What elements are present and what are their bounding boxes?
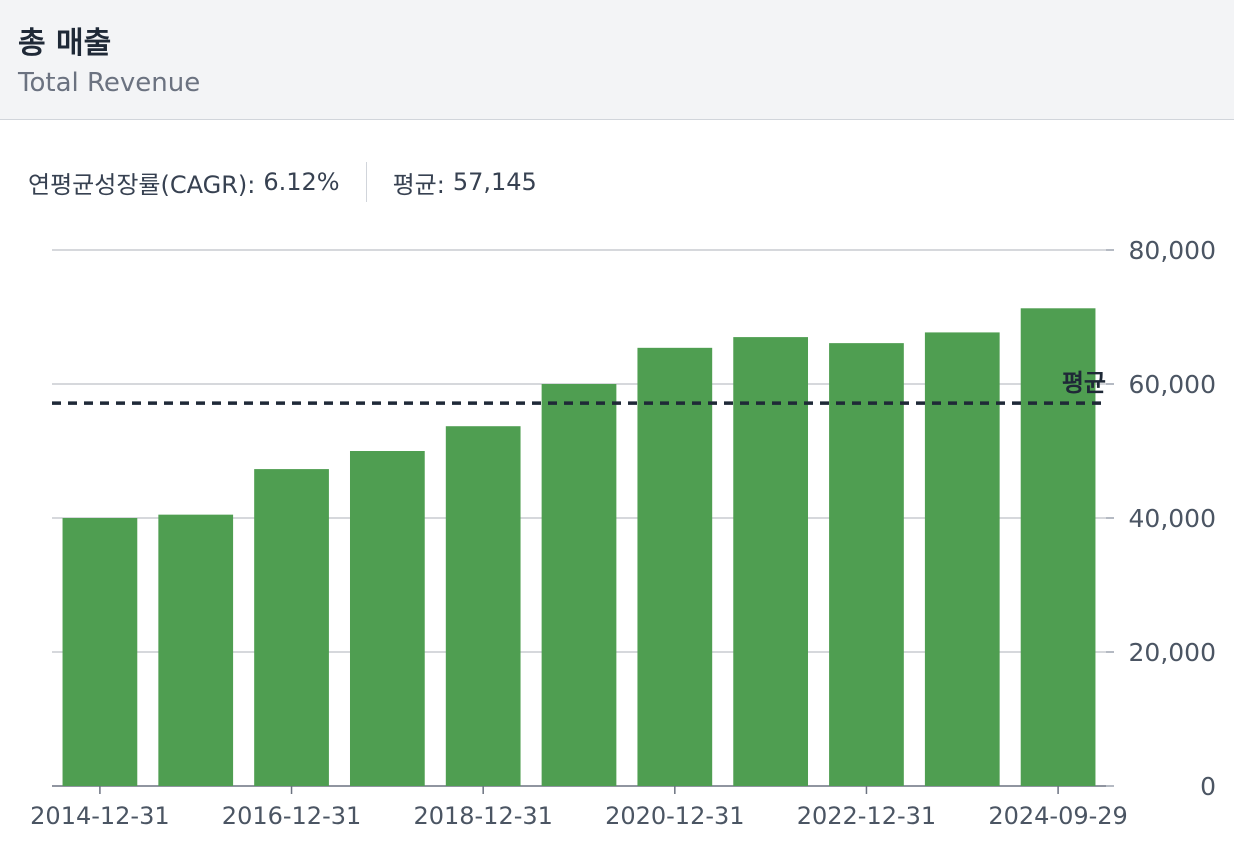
bar — [1020, 308, 1096, 786]
average-line-label: 평균 — [1062, 369, 1106, 397]
y-tick-label: 40,000 — [1129, 504, 1216, 533]
bar — [541, 384, 617, 786]
y-tick-label: 80,000 — [1129, 236, 1216, 265]
bar — [158, 514, 234, 786]
x-tick-label: 2020-12-31 — [605, 802, 744, 830]
cagr-value: 6.12% — [263, 168, 340, 196]
y-tick-label: 60,000 — [1129, 370, 1216, 399]
bar — [829, 343, 904, 786]
x-tick-label: 2016-12-31 — [222, 802, 361, 830]
x-tick-label: 2022-12-31 — [797, 802, 936, 830]
bar — [254, 469, 329, 786]
average-label: 평균: — [392, 170, 445, 199]
x-tick-label: 2014-12-31 — [30, 802, 169, 830]
bar — [349, 451, 425, 786]
bar — [445, 426, 521, 786]
revenue-bar-chart: 평균 0 20,000 40,000 60,000 80,000 2014-12-31 20… — [30, 236, 1216, 830]
axis-layer: 0 20,000 40,000 60,000 80,000 2014-12-31 2016-… — [30, 236, 1216, 830]
bar — [733, 337, 809, 786]
page-subtitle: Total Revenue — [18, 68, 201, 98]
cagr-label: 연평균성장률(CAGR): — [28, 170, 256, 199]
stats-divider — [365, 162, 367, 202]
bar — [924, 332, 1000, 786]
y-tick-label: 0 — [1200, 772, 1216, 801]
page-title: 총 매출 — [18, 26, 112, 61]
x-tick-label: 2024-09-29 — [988, 802, 1127, 830]
average-value: 57,145 — [452, 168, 537, 196]
stats-bar: 연평균성장률(CAGR): 6.12% 평균: 57,145 — [28, 162, 537, 202]
x-tick-label: 2018-12-31 — [413, 802, 552, 830]
card-header: 총 매출 Total Revenue — [0, 0, 1234, 120]
bar — [637, 347, 713, 786]
bars-layer — [62, 308, 1096, 786]
y-tick-label: 20,000 — [1129, 638, 1216, 667]
bar — [62, 518, 138, 786]
average-layer: 평균 — [52, 369, 1106, 405]
